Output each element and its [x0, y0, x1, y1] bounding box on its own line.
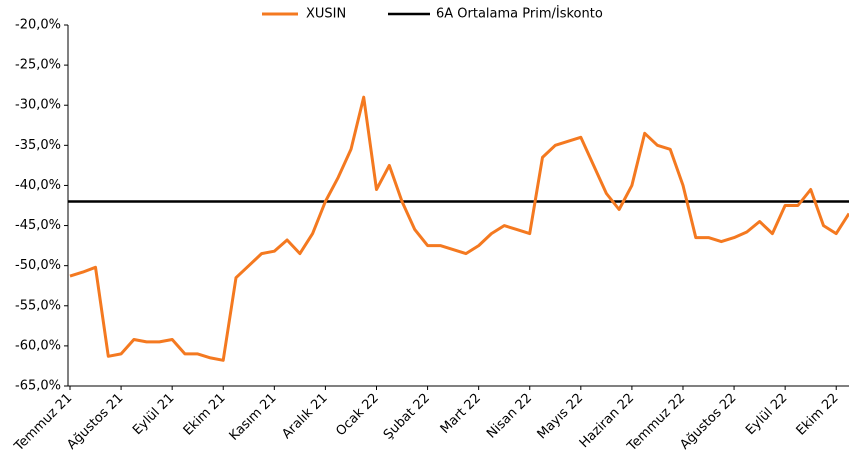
x-tick-label: Aralık 21 [279, 391, 330, 442]
series-line [69, 95, 849, 362]
y-tick-label: -50,0% [15, 258, 61, 273]
y-tick-label: -55,0% [15, 298, 61, 313]
x-tick-label: Ocak 22 [333, 391, 381, 439]
x-tick-label: Kasım 21 [227, 391, 280, 444]
y-tick-label: -60,0% [15, 338, 61, 353]
x-tick-label: Temmuz 21 [11, 391, 75, 455]
y-tick-label: -25,0% [15, 58, 61, 73]
x-tick-label: Mayıs 22 [535, 391, 587, 443]
x-tick-label: Ekim 22 [794, 391, 842, 439]
y-tick-label: -65,0% [15, 379, 61, 394]
x-tick-label: Mart 22 [438, 391, 484, 437]
x-tick-label: Nisan 22 [484, 391, 535, 442]
y-tick-label: -40,0% [15, 178, 61, 193]
x-tick-label: Ekim 21 [181, 391, 229, 439]
x-tick-label: Eylül 21 [130, 391, 177, 438]
y-tick-label: -20,0% [15, 18, 61, 33]
y-tick-label: -35,0% [15, 138, 61, 153]
x-tick-label: Şubat 22 [381, 391, 433, 443]
legend-label: 6A Ortalama Prim/İskonto [436, 6, 603, 22]
y-tick-label: -45,0% [15, 218, 61, 233]
legend-label: XUSIN [306, 7, 346, 22]
x-tick-label: Eylül 22 [743, 391, 790, 438]
y-tick-label: -30,0% [15, 98, 61, 113]
